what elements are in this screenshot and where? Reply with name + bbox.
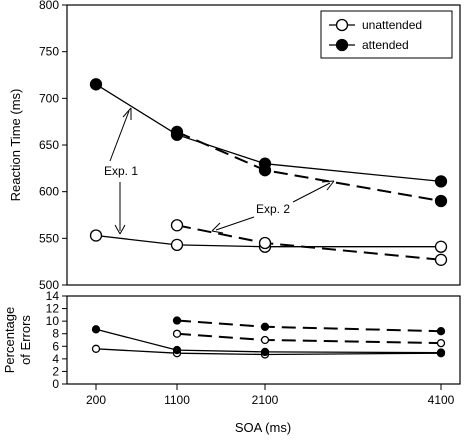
top-point-attended [170, 125, 184, 139]
bottom-ytick-label: 8 [52, 327, 59, 341]
top-point-attended [89, 78, 103, 91]
bottom-point-unattended [436, 338, 446, 348]
bottom-point-attended [436, 348, 446, 357]
bottom-point-attended [436, 327, 446, 336]
top-point-attended [258, 164, 272, 177]
bottom-series-line-attended-1 [95, 328, 442, 354]
annotation-exp2: Exp. 2 [256, 202, 290, 216]
bottom-ytick-label: 14 [46, 289, 60, 303]
bottom-point-attended [260, 347, 270, 357]
top-ytick-label: 800 [39, 0, 59, 12]
bottom-point-unattended [172, 329, 182, 338]
x-axis: 200 1100 2100 4100 [86, 384, 455, 407]
bottom-y-axis-title-line2: of Errors [18, 315, 33, 365]
top-y-axis: 500 550 600 650 700 750 800 [39, 0, 67, 292]
top-ytick-label: 750 [39, 45, 59, 59]
top-series-line-attended-1 [95, 83, 442, 183]
arrow-exp1-up-head [122, 107, 132, 120]
bottom-ytick-label: 2 [52, 364, 59, 378]
top-point-unattended [434, 240, 448, 253]
top-point-unattended [170, 238, 184, 252]
legend: unattended attended [320, 10, 453, 59]
bottom-point-unattended [91, 344, 101, 353]
arrow-exp2-left-head [211, 222, 224, 234]
legend-unattended-label: unattended [362, 18, 422, 32]
bottom-point-unattended [260, 335, 270, 345]
top-point-attended [434, 194, 448, 208]
arrow-exp1-up-shaft [109, 110, 130, 162]
bottom-series-line-unattended-1 [95, 348, 442, 356]
top-ytick-label: 550 [39, 231, 59, 245]
x-tick-label: 1100 [164, 393, 190, 407]
bottom-point-attended [172, 345, 182, 355]
top-point-unattended [170, 219, 184, 232]
legend-unattended-marker [335, 18, 349, 32]
reaction-time-panel: 500 550 600 650 700 750 800 Reaction Time (ms)… [8, 0, 461, 292]
top-ytick-label: 600 [39, 185, 59, 199]
top-ytick-label: 700 [39, 91, 59, 105]
x-axis-title: SOA (ms) [235, 420, 291, 435]
top-point-unattended [258, 236, 272, 250]
top-series-line-attended-2 [176, 130, 442, 202]
arrow-exp1-down-head [114, 224, 126, 235]
bottom-ytick-label: 12 [46, 302, 60, 316]
top-ytick-label: 500 [39, 278, 59, 292]
bottom-point-attended [260, 322, 270, 331]
top-series-layer [89, 78, 448, 266]
bottom-ytick-label: 0 [52, 377, 59, 391]
bottom-point-attended [91, 325, 101, 334]
bottom-ytick-label: 4 [52, 352, 59, 366]
bottom-point-attended [172, 316, 182, 325]
arrow-exp2-left-shaft [215, 216, 255, 231]
top-ytick-label: 650 [39, 138, 59, 152]
bottom-series-line-unattended-2 [176, 332, 442, 345]
top-point-unattended [89, 229, 103, 242]
bottom-plot-frame [66, 295, 461, 385]
top-y-axis-title: Reaction Time (ms) [8, 89, 23, 202]
bottom-series-line-attended-2 [176, 319, 442, 333]
x-tick-label: 2100 [252, 393, 279, 407]
arrow-exp2-right-head [321, 180, 335, 191]
bottom-ytick-label: 6 [52, 339, 59, 353]
top-series-line-unattended-1 [95, 234, 441, 248]
legend-attended-marker [335, 38, 349, 52]
bottom-ytick-label: 10 [46, 314, 60, 328]
x-tick-label: 4100 [428, 393, 455, 407]
top-point-attended [434, 175, 448, 188]
top-point-unattended [434, 253, 448, 266]
top-series-line-unattended-2 [176, 224, 442, 261]
arrow-exp2-right-shaft [292, 182, 331, 203]
annotation-exp1: Exp. 1 [104, 164, 138, 178]
annotations: Exp. 1 Exp. 2 [104, 107, 335, 235]
bottom-series-layer [91, 316, 446, 359]
bottom-y-axis-title-line1: Percentage [2, 307, 17, 374]
x-tick-label: 200 [86, 393, 106, 407]
legend-attended-label: attended [362, 38, 409, 52]
